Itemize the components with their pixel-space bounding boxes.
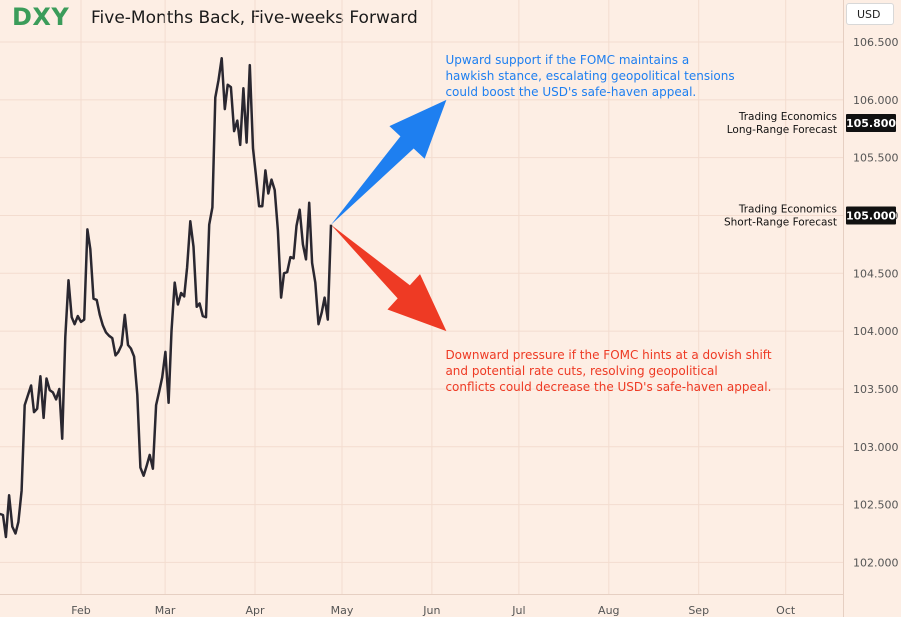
x-tick-label: Sep — [688, 604, 709, 617]
forecast-label-line2: Long-Range Forecast — [727, 124, 837, 136]
y-tick-label: 102.500 — [853, 499, 899, 512]
upward-arrow — [330, 99, 447, 225]
forecast-value-label: 105.800 — [846, 117, 896, 130]
x-tick-label: Aug — [598, 604, 619, 617]
downward-annotation-line: conflicts could decrease the USD's safe-… — [445, 380, 771, 394]
y-tick-label: 103.000 — [853, 441, 899, 454]
x-tick-label: Feb — [71, 604, 90, 617]
y-tick-label: 102.000 — [853, 556, 899, 569]
forecast-label-line1: Trading Economics — [738, 111, 837, 123]
forecast-value-label: 105.000 — [846, 209, 896, 222]
y-tick-label: 104.500 — [853, 267, 899, 280]
forecast-label-line2: Short-Range Forecast — [724, 216, 837, 228]
forecast-value-badge — [846, 206, 896, 225]
upward-annotation-line: hawkish stance, escalating geopolitical … — [445, 69, 734, 83]
y-tick-label: 106.500 — [853, 36, 899, 49]
currency-selector-button[interactable]: USD — [846, 3, 894, 25]
downward-annotation-line: and potential rate cuts, resolving geopo… — [445, 364, 717, 378]
downward-annotation-line: Downward pressure if the FOMC hints at a… — [445, 348, 771, 362]
dxy-price-line — [0, 56, 333, 539]
x-tick-label: Apr — [245, 604, 265, 617]
x-tick-label: Mar — [155, 604, 176, 617]
grid-lines — [0, 0, 843, 594]
y-tick-label: 106.000 — [853, 94, 899, 107]
x-tick-label: Jun — [422, 604, 440, 617]
forecast-value-badge — [846, 113, 896, 132]
forecast-label-line1: Trading Economics — [738, 203, 837, 215]
upward-annotation-line: could boost the USD's safe-haven appeal. — [445, 85, 696, 99]
y-tick-label: 103.500 — [853, 383, 899, 396]
x-tick-label: Oct — [776, 604, 796, 617]
y-tick-label: 105.500 — [853, 152, 899, 165]
x-tick-label: Jul — [511, 604, 525, 617]
downward-arrow — [330, 224, 447, 332]
upward-annotation-line: Upward support if the FOMC maintains a — [445, 53, 689, 67]
x-tick-label: May — [331, 604, 354, 617]
y-tick-label: 104.000 — [853, 325, 899, 338]
chart-title: Five-Months Back, Five-weeks Forward — [91, 8, 418, 28]
ticker-symbol: DXY — [12, 3, 70, 31]
